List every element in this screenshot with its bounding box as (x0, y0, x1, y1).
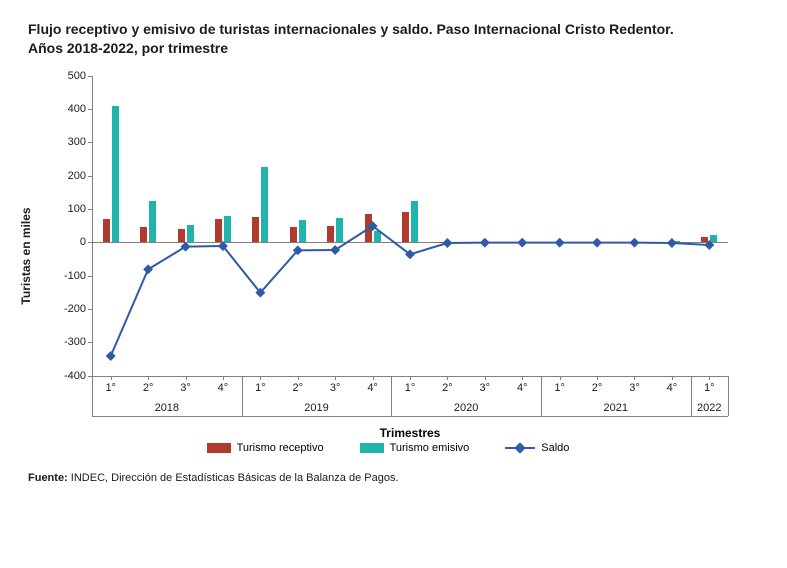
y-axis-label: Turistas en miles (19, 207, 33, 304)
year-divider (728, 376, 729, 416)
year-divider (391, 376, 392, 416)
legend-line-saldo (505, 447, 535, 449)
year-divider (242, 376, 243, 416)
legend-label-emisivo: Turismo emisivo (390, 442, 470, 454)
source-text: INDEC, Dirección de Estadísticas Básicas… (68, 472, 399, 484)
legend-label-saldo: Saldo (541, 442, 569, 454)
x-axis-label: Trimestres (92, 426, 728, 440)
source-label: Fuente: (28, 472, 68, 484)
chart-container: Turistas en miles -400-300-200-100010020… (48, 76, 728, 436)
year-divider (92, 376, 93, 416)
legend-item-receptivo: Turismo receptivo (207, 442, 324, 454)
source-note: Fuente: INDEC, Dirección de Estadísticas… (28, 472, 759, 484)
year-row-line (92, 416, 728, 417)
legend: Turismo receptivo Turismo emisivo Saldo (48, 442, 728, 454)
legend-swatch-emisivo (360, 443, 384, 453)
legend-item-saldo: Saldo (505, 442, 569, 454)
year-divider (541, 376, 542, 416)
legend-swatch-receptivo (207, 443, 231, 453)
title-line-1: Flujo receptivo y emisivo de turistas in… (28, 21, 674, 37)
title-line-2: Años 2018-2022, por trimestre (28, 40, 228, 56)
year-divider (691, 376, 692, 416)
x-axis-dividers (92, 376, 728, 416)
plot-area: -400-300-200-1000100200300400500 (92, 76, 728, 376)
legend-label-receptivo: Turismo receptivo (237, 442, 324, 454)
legend-item-emisivo: Turismo emisivo (360, 442, 470, 454)
saldo-line (92, 76, 728, 376)
chart-title: Flujo receptivo y emisivo de turistas in… (28, 20, 759, 58)
